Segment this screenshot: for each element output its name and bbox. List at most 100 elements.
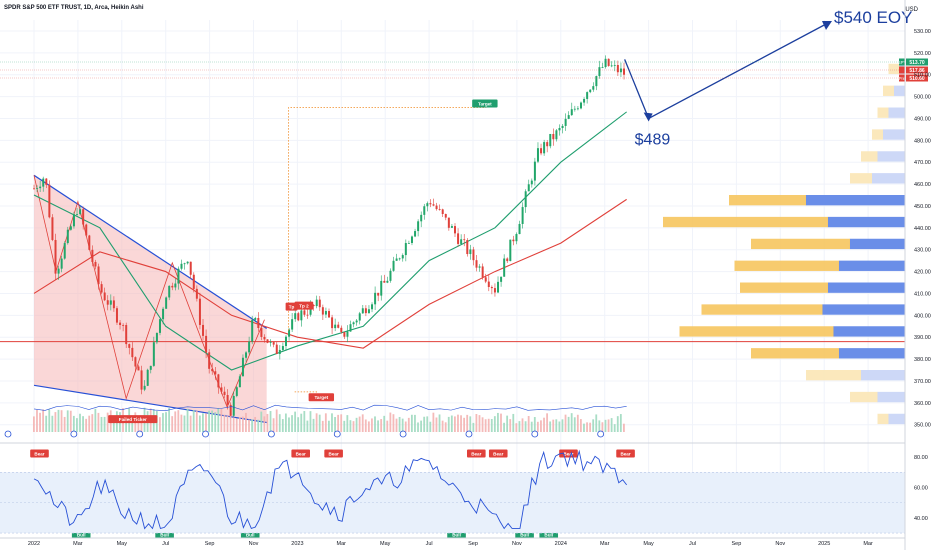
candle-body bbox=[183, 263, 186, 265]
price-label-value: 510.60 bbox=[909, 76, 925, 82]
volume-bar bbox=[100, 416, 103, 432]
volume-bar bbox=[592, 419, 595, 432]
candle-body bbox=[404, 243, 407, 256]
candle-body bbox=[392, 260, 395, 271]
candle-body bbox=[278, 349, 281, 354]
time-tick-label: Nov bbox=[775, 541, 785, 547]
volume-bar bbox=[254, 416, 257, 432]
price-label-prefix: SPY bbox=[898, 60, 907, 65]
volume-bar bbox=[88, 415, 91, 432]
candle-body bbox=[321, 307, 324, 315]
dividend-marker bbox=[531, 430, 539, 438]
price-label-bg bbox=[906, 58, 928, 66]
price-tick-label: 430.00 bbox=[914, 248, 931, 254]
candle-body bbox=[152, 342, 155, 366]
volume-bar bbox=[466, 414, 469, 432]
rsi-bear-tag-bg bbox=[616, 449, 635, 458]
volume-bar bbox=[549, 421, 552, 432]
candle-body bbox=[579, 102, 582, 109]
candle-body bbox=[318, 299, 321, 308]
time-tick-label: 2023 bbox=[291, 541, 303, 547]
candle-body bbox=[352, 322, 355, 325]
candle-body bbox=[552, 133, 555, 140]
candle-body bbox=[146, 369, 149, 386]
volume-bar bbox=[407, 417, 410, 432]
volume-bar bbox=[168, 408, 171, 432]
candle-body bbox=[441, 209, 444, 215]
candle-body bbox=[91, 249, 94, 262]
volume-bar bbox=[281, 419, 284, 432]
time-tick-label: Jul bbox=[162, 541, 169, 547]
candle-body bbox=[266, 339, 269, 343]
vp-down-bar bbox=[888, 107, 905, 118]
rsi-bear-tag: Bear bbox=[493, 451, 503, 456]
volume-bar bbox=[478, 415, 481, 432]
volume-bar bbox=[180, 414, 183, 432]
volume-bar bbox=[266, 413, 269, 432]
candle-body bbox=[97, 266, 100, 285]
candle-body bbox=[232, 395, 235, 416]
candle-body bbox=[205, 335, 208, 353]
candle-body bbox=[324, 311, 327, 315]
rsi-tick-label: 60.00 bbox=[914, 485, 928, 491]
volume-bar bbox=[374, 416, 376, 432]
volume-bar bbox=[521, 418, 524, 432]
volume-bar bbox=[112, 417, 115, 432]
candle-body bbox=[570, 109, 573, 116]
volume-bar bbox=[263, 416, 266, 432]
candle-body bbox=[469, 249, 472, 255]
volume-bar bbox=[576, 414, 579, 432]
volume-bar bbox=[241, 416, 244, 432]
candle-body bbox=[371, 304, 374, 310]
volume-bar bbox=[552, 419, 555, 432]
volume-bar bbox=[604, 419, 607, 432]
candle-body bbox=[515, 234, 518, 242]
candle-body bbox=[88, 235, 91, 250]
dividend-marker bbox=[465, 430, 473, 438]
candle-body bbox=[435, 205, 438, 210]
volume-bar bbox=[441, 420, 444, 432]
volume-bar bbox=[331, 413, 333, 432]
volume-bar bbox=[33, 416, 35, 432]
candle-body bbox=[478, 266, 481, 268]
volume-bar bbox=[601, 422, 604, 432]
candle-body bbox=[450, 226, 453, 228]
dividend-marker bbox=[267, 430, 275, 438]
candle-body bbox=[134, 357, 137, 367]
volume-bar bbox=[165, 412, 167, 432]
candle-body bbox=[140, 370, 143, 390]
vp-down-bar bbox=[827, 282, 905, 293]
candle-body bbox=[561, 125, 564, 129]
volume-bar bbox=[367, 421, 370, 432]
volume-bar bbox=[195, 410, 198, 432]
volume-bar bbox=[106, 412, 109, 432]
heikin-ashi-candles[interactable] bbox=[33, 55, 626, 419]
volume-bar bbox=[205, 413, 207, 432]
vp-down-bar bbox=[893, 85, 905, 96]
volume-bar bbox=[337, 414, 340, 432]
volume-bar bbox=[306, 420, 309, 432]
volume-bar bbox=[272, 418, 275, 432]
candle-body bbox=[54, 239, 57, 274]
volume-bar bbox=[251, 419, 253, 432]
candle-body bbox=[549, 133, 552, 147]
candle-body bbox=[346, 331, 349, 337]
volume-bar bbox=[63, 416, 66, 432]
volume-bar bbox=[82, 416, 84, 432]
volume-bar bbox=[186, 408, 189, 432]
volume-bar bbox=[346, 415, 349, 432]
target-projection bbox=[288, 107, 487, 331]
candle-body bbox=[527, 184, 530, 192]
candle-body bbox=[472, 249, 475, 261]
candle-body bbox=[297, 313, 300, 321]
volume-bar bbox=[515, 423, 518, 432]
price-tick-label: 390.00 bbox=[914, 335, 931, 341]
volume-bar bbox=[527, 416, 530, 432]
volume-bar bbox=[192, 410, 195, 432]
failed-ticker-tag: Failed Ticker bbox=[119, 417, 147, 422]
volume-bar bbox=[503, 422, 505, 432]
candle-body bbox=[536, 148, 539, 162]
candle-body bbox=[312, 304, 315, 307]
candle-body bbox=[589, 89, 592, 93]
